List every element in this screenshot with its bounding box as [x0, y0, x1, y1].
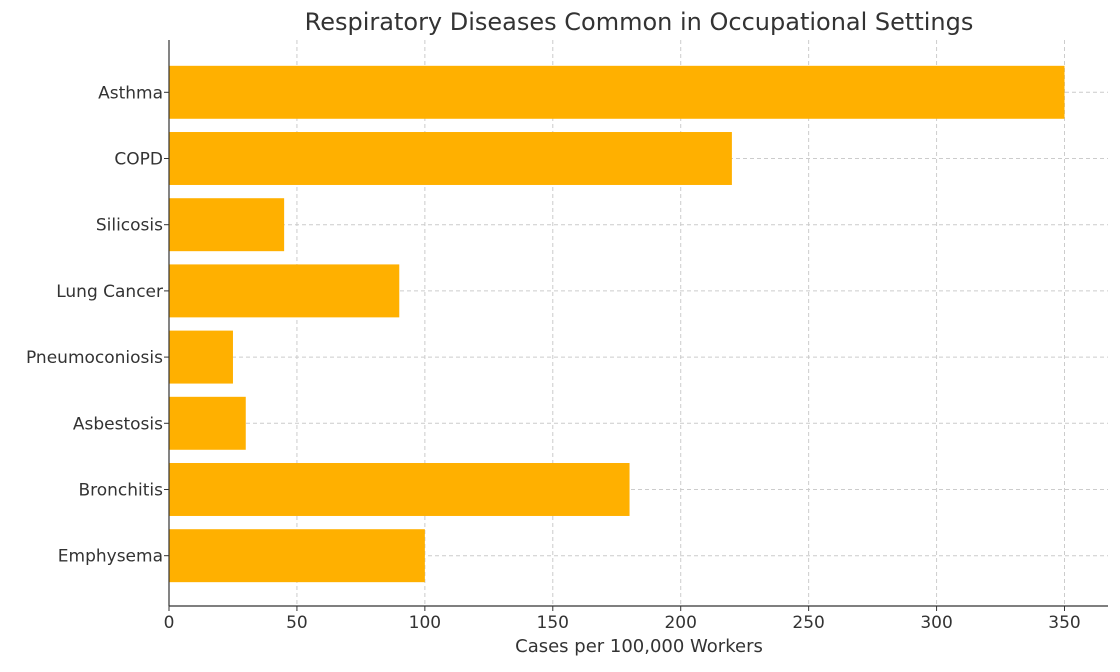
x-tick-label: 350: [1048, 613, 1080, 633]
bar-lung-cancer: [169, 264, 400, 318]
x-tick-label: 300: [920, 613, 952, 633]
chart-title: Respiratory Diseases Common in Occupatio…: [305, 8, 974, 36]
y-tick-label: Asthma: [98, 83, 163, 103]
x-tick-label: 200: [664, 613, 696, 633]
y-tick-label: Lung Cancer: [56, 282, 163, 302]
x-tick-label: 0: [164, 613, 175, 633]
x-tick-label: 150: [537, 613, 569, 633]
y-tick-label: Bronchitis: [78, 480, 163, 500]
x-tick-labels: 0 50 100 150 200 250 300 350: [164, 606, 1081, 633]
bar-pneumoconiosis: [169, 330, 233, 384]
y-tick-label: Asbestosis: [73, 414, 163, 434]
y-tick-label: Emphysema: [58, 547, 163, 567]
x-tick-label: 250: [792, 613, 824, 633]
bar-asthma: [169, 65, 1065, 119]
bar-bronchitis: [169, 463, 630, 516]
bar-emphysema: [169, 529, 425, 583]
grid: [168, 40, 1108, 606]
y-tick-labels: Asthma COPD Silicosis Lung Cancer Pneumoconi…: [26, 83, 169, 567]
bar-silicosis: [169, 198, 285, 252]
y-tick-label: Silicosis: [96, 216, 163, 236]
bar-asbestosis: [169, 396, 246, 450]
bars: [169, 65, 1065, 583]
y-tick-label: COPD: [114, 149, 163, 169]
x-tick-label: 100: [409, 613, 441, 633]
y-tick-label: Pneumoconiosis: [26, 348, 163, 368]
x-axis-label: Cases per 100,000 Workers: [515, 636, 763, 657]
x-tick-label: 50: [286, 613, 308, 633]
bar-copd: [169, 132, 732, 185]
